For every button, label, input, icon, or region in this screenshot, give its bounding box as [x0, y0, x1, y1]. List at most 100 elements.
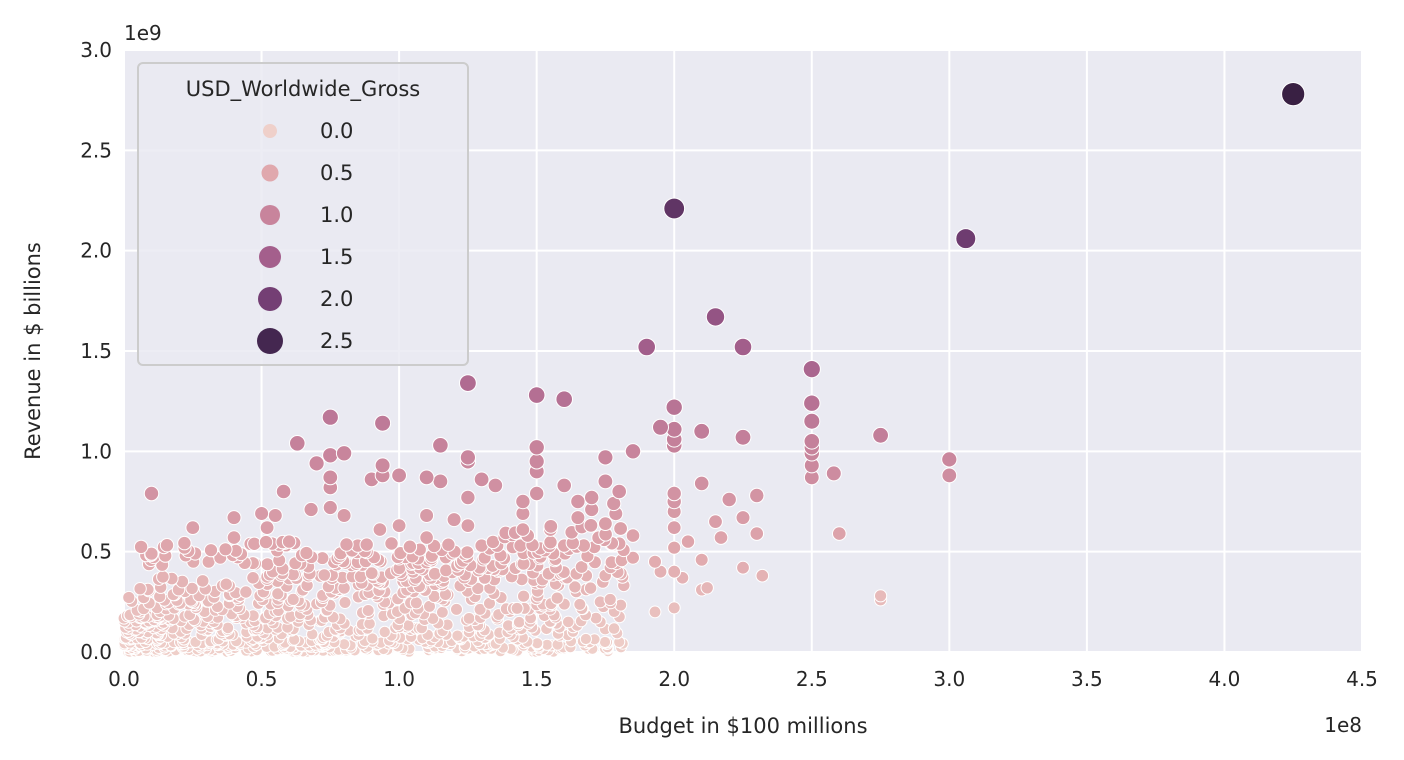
- data-point: [1281, 82, 1306, 107]
- x-tick-label: 3.5: [1071, 667, 1103, 691]
- data-point: [527, 386, 546, 404]
- x-tick-label: 1.0: [383, 667, 415, 691]
- data-point: [611, 483, 628, 500]
- data-point: [321, 408, 339, 426]
- data-point: [648, 554, 662, 569]
- legend-entries: 0.0 0.5 1.0 1.5 2.0 2.5: [257, 119, 353, 354]
- data-point: [555, 390, 574, 409]
- data-point: [432, 437, 449, 454]
- x-tick-label: 4.0: [1209, 667, 1241, 691]
- data-point: [528, 453, 545, 470]
- data-point: [317, 568, 332, 582]
- data-point: [736, 560, 750, 575]
- legend-label: 0.5: [320, 161, 353, 185]
- data-point: [550, 591, 564, 605]
- legend-label: 0.0: [320, 119, 353, 143]
- data-point: [637, 337, 657, 357]
- data-point: [322, 469, 339, 486]
- data-point: [832, 526, 847, 541]
- x-tick-label: 2.0: [658, 667, 690, 691]
- legend-label: 2.0: [320, 287, 353, 311]
- data-point: [941, 451, 958, 468]
- data-point: [708, 514, 723, 529]
- data-point: [246, 571, 260, 585]
- data-point: [156, 570, 170, 584]
- data-point: [568, 580, 582, 594]
- data-point: [239, 585, 253, 599]
- legend-box: [137, 62, 469, 366]
- data-point: [584, 489, 600, 506]
- data-point: [219, 577, 233, 591]
- data-point: [366, 632, 379, 645]
- data-point: [460, 489, 476, 506]
- data-point: [267, 508, 283, 523]
- data-point: [459, 374, 477, 393]
- data-point: [281, 534, 297, 549]
- data-point: [247, 536, 262, 551]
- data-point: [648, 605, 662, 619]
- data-point: [432, 473, 449, 490]
- y-tick-label: 1.5: [80, 339, 112, 363]
- data-point: [372, 522, 388, 537]
- x-offset-label: 1e8: [1324, 713, 1362, 737]
- data-point: [260, 557, 275, 572]
- data-point: [570, 493, 586, 510]
- data-point: [667, 564, 682, 579]
- data-point: [185, 520, 201, 535]
- data-point: [517, 589, 531, 603]
- data-point: [133, 582, 147, 596]
- data-point: [665, 398, 683, 416]
- y-tick-label: 2.5: [80, 138, 112, 162]
- data-point: [583, 518, 599, 533]
- data-point: [529, 485, 545, 502]
- data-point: [531, 637, 544, 650]
- x-tick-label: 1.5: [521, 667, 553, 691]
- data-point: [570, 510, 586, 526]
- x-tick-label: 3.0: [933, 667, 965, 691]
- data-point: [515, 522, 531, 537]
- data-point: [384, 536, 399, 551]
- data-point: [418, 469, 435, 486]
- data-point: [556, 477, 573, 494]
- legend-marker: [260, 205, 280, 225]
- data-point: [512, 615, 526, 629]
- data-point: [693, 422, 711, 440]
- data-point: [607, 622, 621, 635]
- data-point: [473, 471, 490, 488]
- data-point: [749, 487, 765, 504]
- data-point: [308, 455, 325, 472]
- data-point: [734, 428, 752, 446]
- y-tick-label: 3.0: [80, 38, 112, 62]
- legend-marker: [263, 124, 277, 138]
- data-point: [374, 457, 391, 474]
- data-point: [459, 449, 476, 466]
- data-points: [117, 82, 1306, 658]
- data-point: [613, 521, 628, 536]
- data-point: [721, 491, 737, 508]
- data-point: [226, 530, 242, 545]
- x-tick-label: 4.5: [1346, 667, 1378, 691]
- data-point: [666, 520, 682, 535]
- x-tick-label: 2.5: [796, 667, 828, 691]
- data-point: [598, 635, 612, 649]
- data-point: [446, 512, 462, 528]
- y-tick-label: 0.5: [80, 540, 112, 564]
- x-tick-label: 0.5: [246, 667, 278, 691]
- data-point: [663, 197, 686, 220]
- data-point: [955, 228, 977, 250]
- data-point: [579, 632, 593, 646]
- x-tick-label: 0.0: [108, 667, 140, 691]
- data-point: [667, 601, 681, 615]
- data-point: [515, 493, 531, 510]
- data-point: [185, 581, 199, 596]
- data-point: [625, 528, 641, 543]
- data-point: [133, 539, 149, 555]
- data-point: [597, 473, 614, 490]
- data-point: [419, 530, 434, 545]
- data-point: [803, 433, 821, 450]
- y-tick-label: 1.0: [80, 439, 112, 463]
- legend: USD_Worldwide_Gross 0.0 0.5 1.0 1.5 2.0 2.5: [137, 62, 469, 366]
- data-point: [460, 545, 475, 560]
- data-point: [598, 516, 613, 531]
- data-point: [462, 612, 476, 625]
